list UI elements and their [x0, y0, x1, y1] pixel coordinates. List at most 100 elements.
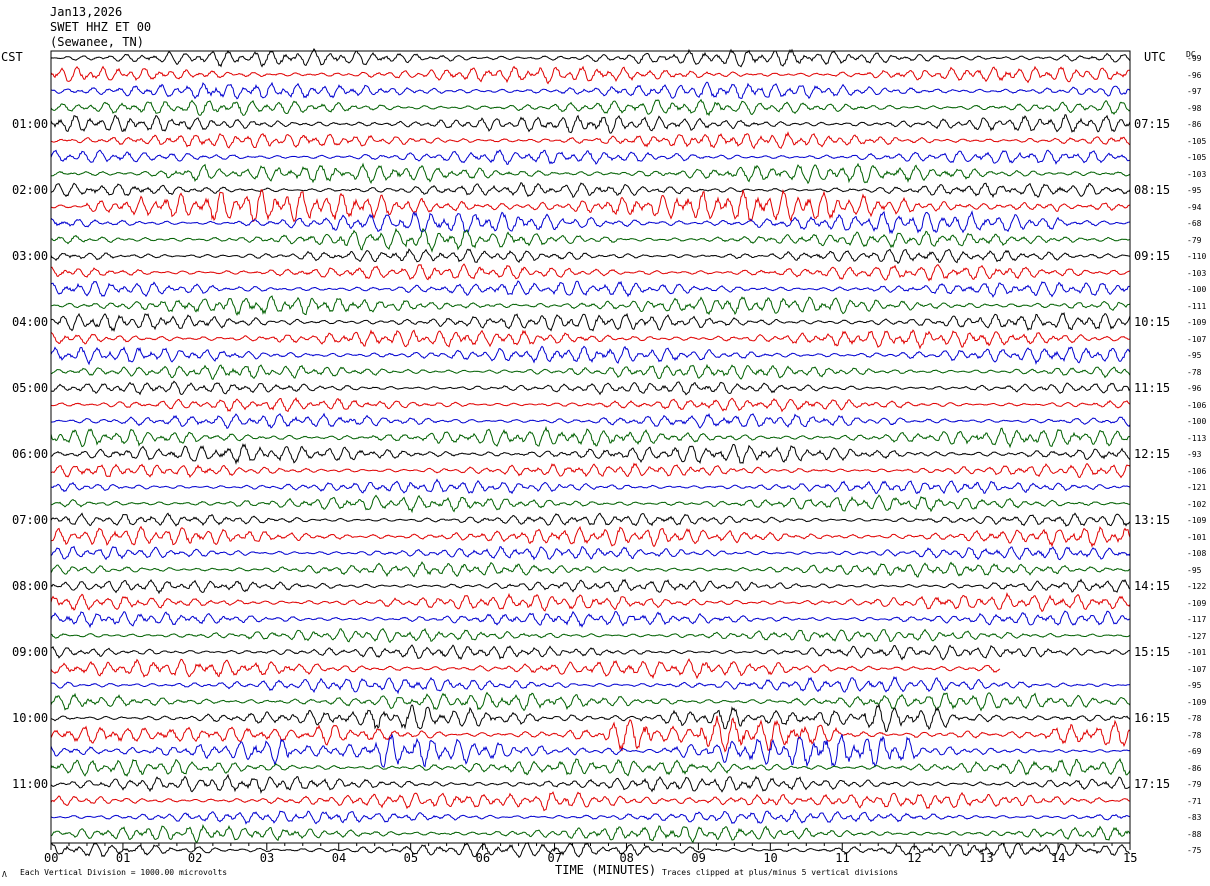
dc-offset-label: -83 [1187, 813, 1202, 822]
dc-offset-label: -86 [1187, 120, 1202, 129]
dc-offset-label: -108 [1187, 549, 1207, 558]
x-tick-label: 08 [619, 851, 634, 865]
right-hour-label: 11:15 [1134, 381, 1171, 395]
seismic-trace [50, 248, 1131, 264]
header-date: Jan13,2026 [50, 5, 123, 19]
seismic-trace [50, 644, 1131, 661]
seismic-trace [50, 691, 1131, 712]
seismic-trace [50, 733, 1131, 768]
x-tick-label: 05 [403, 851, 419, 865]
dc-offset-label: -113 [1187, 433, 1207, 443]
dc-offset-label: -95 [1187, 681, 1202, 690]
dc-offset-label: -109 [1187, 318, 1207, 327]
seismic-trace [50, 676, 1131, 695]
dc-offset-label: -96 [1187, 70, 1202, 80]
seismic-trace [50, 396, 1131, 413]
left-hour-label: 07:00 [12, 513, 49, 527]
x-axis-ticks [50, 843, 1131, 850]
seismic-trace [50, 425, 1131, 449]
dc-offset-label: -93 [1187, 450, 1202, 459]
seismic-trace [50, 809, 1131, 825]
seismic-trace [50, 329, 1131, 350]
dc-offset-label: -106 [1187, 466, 1207, 476]
dc-offset-label: -100 [1187, 285, 1207, 294]
seismic-trace [50, 295, 1131, 316]
x-tick-label: 11 [835, 851, 850, 865]
seismic-trace [50, 578, 1131, 595]
dc-offset-label: -111 [1187, 301, 1207, 311]
right-hour-label: 07:15 [1134, 117, 1171, 131]
seismic-trace [51, 525, 1131, 548]
left-hour-label: 11:00 [12, 777, 49, 791]
right-hour-label: 10:15 [1134, 315, 1171, 329]
x-tick-label: 07 [547, 851, 562, 865]
seismic-trace [50, 823, 1131, 843]
seismic-trace [50, 263, 1131, 282]
dc-offset-label: -69 [1187, 747, 1202, 756]
dc-offset-label: -95 [1187, 186, 1202, 195]
seismic-trace [50, 715, 1131, 753]
seismic-trace [50, 443, 1131, 465]
seismic-trace [50, 345, 1131, 366]
seismic-trace [50, 65, 1130, 85]
x-tick-label: 12 [907, 851, 922, 865]
dc-label: DC [1186, 50, 1196, 59]
left-hour-label: 08:00 [12, 579, 49, 593]
right-hour-label: 14:15 [1134, 579, 1171, 593]
dc-offset-label: -103 [1187, 169, 1207, 179]
seismic-trace [50, 512, 1131, 527]
dc-offset-label: -98 [1187, 103, 1202, 113]
dc-offset-label: -78 [1187, 714, 1202, 723]
seismic-trace [50, 703, 1131, 733]
right-hour-label: 12:15 [1134, 447, 1171, 461]
dc-offset-label: -79 [1187, 780, 1202, 789]
right-timezone-label: UTC [1144, 50, 1166, 64]
seismic-trace [50, 791, 1131, 812]
seismic-trace [50, 545, 1131, 561]
dc-offset-label: -75 [1187, 846, 1202, 855]
seismic-trace [50, 773, 1131, 794]
dc-offset-label: -78 [1187, 730, 1202, 740]
seismic-trace [50, 114, 1131, 134]
header-location: (Sewanee, TN) [50, 35, 144, 49]
corner-mark: Λ [2, 870, 7, 879]
right-hour-label: 16:15 [1134, 711, 1171, 725]
dc-offset-label: -105 [1187, 153, 1207, 162]
dc-offset-label: -94 [1187, 202, 1202, 212]
seismic-trace [50, 494, 1131, 514]
right-hour-label: 09:15 [1134, 249, 1171, 263]
dc-offset-label: -102 [1187, 499, 1207, 509]
seismic-trace [50, 98, 1131, 117]
dc-offset-label: -95 [1187, 351, 1202, 360]
x-tick-label: 13 [979, 851, 994, 865]
dc-offset-label: -121 [1187, 483, 1207, 492]
x-tick-label: 00 [44, 851, 59, 865]
left-hour-label: 04:00 [12, 315, 49, 329]
left-timezone-label: CST [1, 50, 23, 64]
dc-offset-label: -96 [1187, 384, 1202, 393]
dc-offset-label: -78 [1187, 367, 1202, 377]
left-hour-label: 10:00 [12, 711, 49, 725]
dc-offset-label: -101 [1187, 532, 1207, 542]
right-hour-label: 08:15 [1134, 183, 1171, 197]
seismic-trace [50, 462, 1131, 479]
left-hour-label: 09:00 [12, 645, 49, 659]
dc-offset-label: -88 [1187, 829, 1202, 839]
seismic-trace [50, 380, 1131, 396]
dc-offset-label: -100 [1187, 417, 1207, 426]
seismic-trace [50, 280, 1131, 298]
seismic-trace [50, 478, 1131, 495]
dc-offset-label: -117 [1187, 615, 1207, 624]
seismic-trace [50, 227, 1131, 253]
left-hour-label: 01:00 [12, 117, 49, 131]
left-hour-label: 06:00 [12, 447, 49, 461]
plot-frame [50, 50, 1131, 844]
seismic-trace [50, 610, 1131, 629]
seismic-trace [50, 841, 1130, 860]
seismic-trace [50, 182, 1131, 199]
x-tick-label: 03 [259, 851, 275, 865]
dc-offset-label: -105 [1187, 136, 1207, 146]
dc-offset-label: -127 [1187, 631, 1207, 641]
scale-note: Each Vertical Division = 1000.00 microvo… [20, 868, 228, 877]
